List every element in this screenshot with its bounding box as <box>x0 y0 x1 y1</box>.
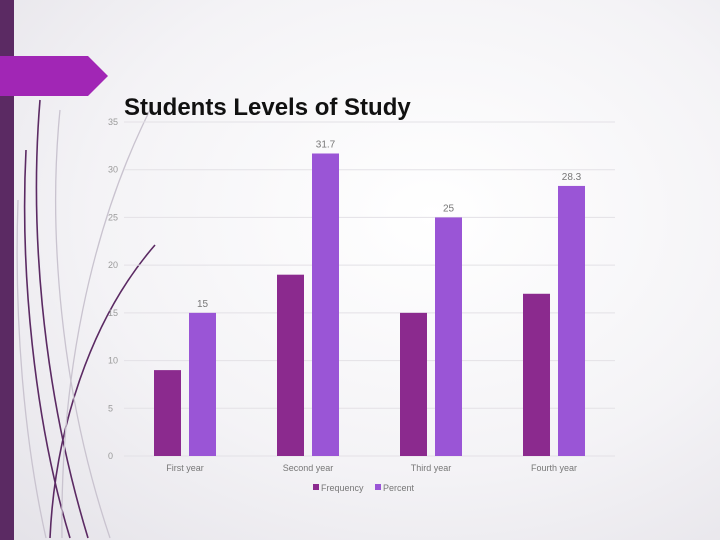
legend-swatch-percent <box>375 484 381 490</box>
x-tick-label: Third year <box>411 463 452 473</box>
y-tick-label: 15 <box>108 308 118 318</box>
bar-percent <box>312 153 339 456</box>
page-title: Students Levels of Study <box>124 94 411 121</box>
x-tick-label: Second year <box>283 463 334 473</box>
data-label: 15 <box>197 299 209 310</box>
y-tick-label: 0 <box>108 451 113 461</box>
bar-frequency <box>400 312 427 456</box>
decorative-lines <box>16 99 156 539</box>
x-tick-label: First year <box>166 463 204 473</box>
y-tick-label: 20 <box>108 260 118 270</box>
data-label: 28.3 <box>562 172 582 183</box>
bar-frequency <box>154 370 181 456</box>
data-label: 31.7 <box>316 139 336 150</box>
bar-percent <box>189 312 216 456</box>
sidebar-strip <box>0 0 14 540</box>
bar-frequency <box>277 274 304 456</box>
data-label: 25 <box>443 203 455 214</box>
bar-frequency <box>523 293 550 456</box>
legend-swatch-frequency <box>313 484 319 490</box>
bar-percent <box>558 185 585 457</box>
y-tick-label: 5 <box>108 403 113 413</box>
y-tick-label: 30 <box>108 165 118 175</box>
y-tick-label: 25 <box>108 212 118 222</box>
legend-label-percent: Percent <box>383 483 415 493</box>
x-tick-label: Fourth year <box>531 463 577 473</box>
legend-label-frequency: Frequency <box>321 483 364 493</box>
accent-tab <box>0 56 108 96</box>
y-tick-label: 10 <box>108 356 118 366</box>
bar-percent <box>435 217 462 456</box>
y-tick-label: 35 <box>108 117 118 127</box>
